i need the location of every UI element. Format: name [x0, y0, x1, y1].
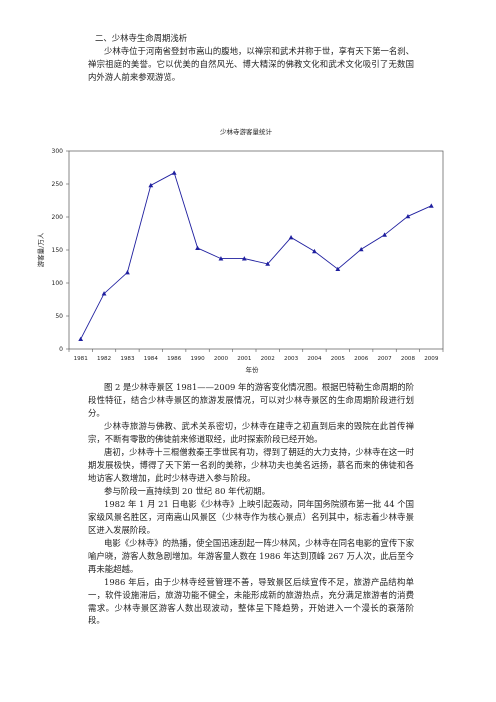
x-axis-label: 年份 [246, 365, 260, 374]
data-point-marker [125, 270, 130, 275]
y-tick-label: 50 [55, 313, 63, 320]
series-line [80, 172, 432, 340]
data-point-marker [101, 291, 107, 296]
paragraph-7: 1986 年后，由于少林寺经营管理不善，导致景区后续宣传不足，旅游产品结构单一，… [88, 577, 414, 626]
paragraph-5: 1982 年 1 月 21 日电影《少林寺》上映引起轰动，同年国务院颁布第一批 … [88, 499, 414, 535]
x-tick-label: 2007 [377, 356, 392, 362]
data-point-marker [241, 256, 247, 261]
series-markers [78, 170, 434, 342]
x-tick-label: 1990 [190, 356, 205, 362]
x-tick-label: 1984 [144, 356, 159, 362]
y-tick-label: 100 [52, 280, 64, 287]
intro-paragraph: 少林寺位于河南省登封市嵩山的腹地，以禅宗和武术并称于世，享有天下第一名刹、禅宗祖… [88, 46, 414, 82]
data-point-marker [195, 245, 200, 250]
data-point-marker [218, 256, 224, 261]
x-tick-label: 2002 [261, 356, 275, 362]
paragraph-3: 唐初，少林寺十三棍僧救秦王李世民有功，得到了朝廷的大力支持，少林寺在这一时期发展… [88, 447, 414, 483]
x-tick-label: 2001 [237, 356, 252, 362]
paragraph-4: 参与阶段一直持续到 20 世纪 80 年代初期。 [104, 486, 270, 496]
paragraph-6: 电影《少林寺》的热播，使全国迅速刮起一阵少林风，少林寺在同名电影的宣传下家喻户晓… [88, 538, 414, 574]
y-tick-label: 150 [52, 247, 64, 254]
data-point-marker [382, 232, 387, 237]
y-tick-label: 0 [59, 346, 63, 353]
data-point-marker [78, 336, 84, 342]
y-tick-label: 300 [52, 148, 64, 155]
x-tick-label: 2000 [214, 356, 229, 362]
x-tick-label: 2005 [331, 356, 346, 362]
data-point-marker [288, 235, 294, 240]
x-tick-label: 1981 [74, 356, 89, 362]
x-tick-label: 2008 [401, 356, 416, 362]
y-axis-label: 游客量/万人 [36, 232, 45, 267]
data-point-marker [312, 248, 317, 254]
x-tick-label: 2006 [354, 356, 369, 362]
x-tick-label: 2009 [424, 356, 439, 362]
data-point-marker [171, 170, 177, 175]
x-tick-label: 1986 [167, 356, 182, 362]
data-point-marker [148, 182, 154, 188]
paragraph-1: 图 2 是少林寺景区 1981——2009 年的游客变化情况图。根据巴特勒生命周… [88, 382, 414, 418]
paragraph-2: 少林寺旅游与佛教、武术关系密切，少林寺在建寺之初直到后来的毁院在此首传禅宗，不断… [88, 421, 414, 444]
x-tick-label: 1982 [97, 356, 111, 362]
x-tick-label: 2003 [284, 356, 299, 362]
data-point-marker [335, 266, 341, 272]
section-heading: 二、少林寺生命周期浅析 [95, 33, 188, 43]
data-point-marker [265, 261, 271, 266]
plot-frame [68, 150, 444, 350]
data-point-marker [358, 246, 364, 252]
x-axis: 1981 1982 1983 1984 1986 1990 2000 2001 2002 2003… [68, 349, 444, 362]
chart-title: 少林寺游客量统计 [220, 127, 273, 136]
y-tick-label: 200 [52, 214, 64, 221]
x-tick-label: 1983 [120, 356, 135, 362]
y-axis: 0 50 100 150 200 250 300 [52, 148, 69, 353]
data-point-marker [405, 213, 411, 219]
x-tick-label: 2004 [307, 356, 322, 362]
data-point-marker [428, 203, 434, 208]
y-tick-label: 250 [52, 181, 64, 188]
